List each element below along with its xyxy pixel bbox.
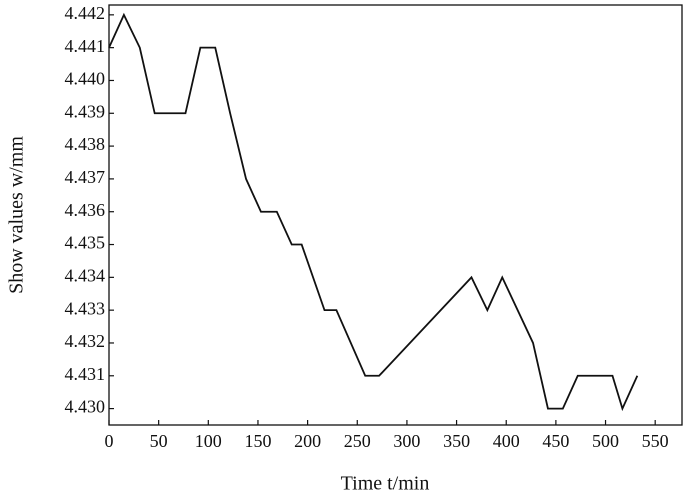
y-tick-label: 4.440 xyxy=(65,69,106,89)
y-axis-label: Show values w/mm xyxy=(6,136,28,294)
data-line xyxy=(108,12,639,412)
x-tick-label: 550 xyxy=(642,431,669,451)
y-tick-label: 4.432 xyxy=(65,331,106,351)
y-tick-label: 4.438 xyxy=(65,134,106,154)
x-tick-label: 350 xyxy=(443,431,470,451)
x-tick-label: 150 xyxy=(244,431,271,451)
x-tick-label: 450 xyxy=(542,431,569,451)
y-tick-label: 4.436 xyxy=(65,200,106,220)
x-tick-label: 0 xyxy=(105,431,114,451)
x-axis-label: Time t/min xyxy=(341,473,430,495)
y-tick-label: 4.442 xyxy=(65,3,106,23)
x-tick-label: 400 xyxy=(493,431,520,451)
x-tick-label: 50 xyxy=(150,431,168,451)
y-tick-label: 4.441 xyxy=(65,36,106,56)
y-tick-label: 4.430 xyxy=(65,397,106,417)
x-tick-label: 500 xyxy=(592,431,619,451)
y-tick-label: 4.433 xyxy=(65,298,106,318)
y-tick-label: 4.435 xyxy=(65,233,106,253)
plot-frame xyxy=(108,4,683,426)
x-tick-label: 200 xyxy=(294,431,321,451)
y-tick-label: 4.431 xyxy=(65,364,106,384)
x-tick-label: 300 xyxy=(393,431,420,451)
y-tick-label: 4.439 xyxy=(65,101,106,121)
y-tick-label: 4.437 xyxy=(65,167,106,187)
y-tick-label: 4.434 xyxy=(65,265,106,285)
x-tick-label: 250 xyxy=(344,431,371,451)
x-tick-label: 100 xyxy=(195,431,222,451)
